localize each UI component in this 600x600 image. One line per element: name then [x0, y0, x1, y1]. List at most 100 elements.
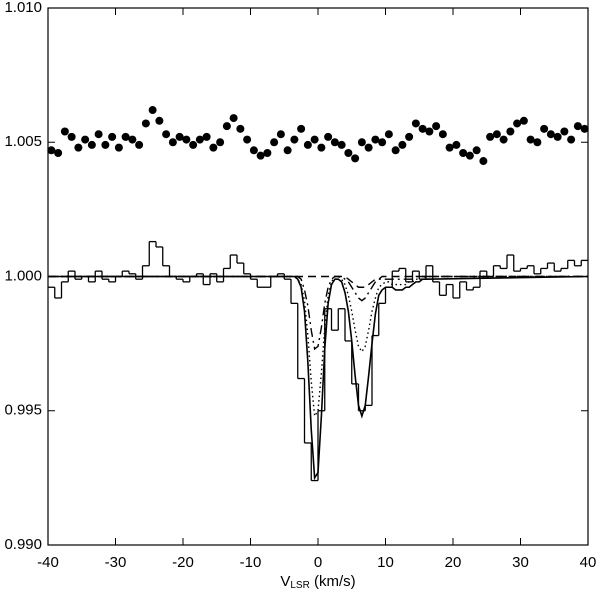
data-point	[249, 146, 258, 155]
x-label-unit: (km/s)	[310, 573, 356, 590]
y-tick-label: 1.005	[4, 133, 42, 150]
data-point	[189, 140, 198, 149]
y-tick-label: 0.990	[4, 536, 42, 553]
data-point	[398, 140, 407, 149]
data-point	[195, 135, 204, 144]
data-point	[337, 140, 346, 149]
data-point	[573, 122, 582, 131]
x-tick-label: 0	[314, 554, 322, 571]
data-point	[546, 130, 555, 139]
data-point	[276, 130, 285, 139]
data-point	[303, 140, 312, 149]
data-point	[540, 124, 549, 133]
data-point	[384, 130, 393, 139]
data-point	[175, 132, 184, 141]
data-point	[236, 124, 245, 133]
model-line	[48, 275, 588, 419]
data-point	[216, 138, 225, 147]
data-point	[486, 132, 495, 141]
data-point	[452, 140, 461, 149]
data-point	[553, 132, 562, 141]
x-tick-label: 20	[445, 554, 462, 571]
x-tick-label: -40	[37, 554, 59, 571]
data-point	[344, 148, 353, 157]
model-line	[48, 275, 588, 288]
data-point	[580, 124, 589, 133]
y-tick-label: 0.995	[4, 402, 42, 419]
data-point	[371, 135, 380, 144]
x-tick-label: 10	[377, 554, 394, 571]
data-point	[148, 106, 157, 115]
data-point	[135, 140, 144, 149]
x-label-subscript: LSR	[290, 580, 309, 591]
data-point	[317, 143, 326, 152]
data-point	[357, 138, 366, 147]
data-point	[506, 127, 515, 136]
data-point	[54, 148, 63, 157]
data-point	[81, 135, 90, 144]
data-point	[128, 135, 137, 144]
data-point	[47, 146, 56, 155]
data-point	[560, 127, 569, 136]
x-tick-label: -10	[240, 554, 262, 571]
model-line	[48, 275, 588, 351]
data-point	[162, 130, 171, 139]
data-point	[121, 132, 130, 141]
data-point	[519, 116, 528, 125]
data-point	[425, 127, 434, 136]
data-point	[432, 122, 441, 131]
data-point	[418, 124, 427, 133]
model-line	[48, 275, 589, 481]
data-point	[256, 151, 265, 160]
data-point	[209, 143, 218, 152]
data-point	[492, 130, 501, 139]
data-point	[229, 114, 238, 123]
data-point	[114, 143, 123, 152]
data-point	[459, 148, 468, 157]
data-point	[391, 146, 400, 155]
data-point	[499, 135, 508, 144]
data-point	[405, 132, 414, 141]
data-point	[479, 157, 488, 166]
data-point	[567, 135, 576, 144]
data-point	[472, 146, 481, 155]
data-point	[330, 138, 339, 147]
data-point	[283, 146, 292, 155]
data-point	[87, 140, 96, 149]
x-label-main: V	[280, 573, 290, 590]
data-point	[60, 127, 69, 136]
data-point	[533, 138, 542, 147]
x-axis-label: VLSR (km/s)	[280, 573, 355, 591]
data-point	[74, 143, 83, 152]
data-point	[324, 132, 333, 141]
x-tick-label: -30	[105, 554, 127, 571]
data-point	[351, 154, 360, 163]
data-point	[155, 116, 164, 125]
data-point	[141, 119, 150, 128]
data-point	[108, 132, 117, 141]
data-point	[101, 140, 110, 149]
data-point	[202, 132, 211, 141]
data-point	[94, 130, 103, 139]
data-point	[67, 132, 76, 141]
x-tick-label: 40	[580, 554, 597, 571]
data-point	[297, 124, 306, 133]
data-point	[182, 135, 191, 144]
x-tick-label: -20	[172, 554, 194, 571]
data-point	[168, 138, 177, 147]
data-point	[445, 143, 454, 152]
data-point	[364, 143, 373, 152]
data-point	[411, 119, 420, 128]
data-point	[263, 148, 272, 157]
data-point	[222, 122, 231, 131]
data-point	[310, 135, 319, 144]
data-point	[378, 138, 387, 147]
data-point	[243, 135, 252, 144]
data-point	[465, 151, 474, 160]
data-point	[513, 119, 522, 128]
y-tick-label: 1.010	[4, 0, 42, 16]
x-tick-label: 30	[512, 554, 529, 571]
data-point	[270, 138, 279, 147]
data-point	[438, 130, 447, 139]
